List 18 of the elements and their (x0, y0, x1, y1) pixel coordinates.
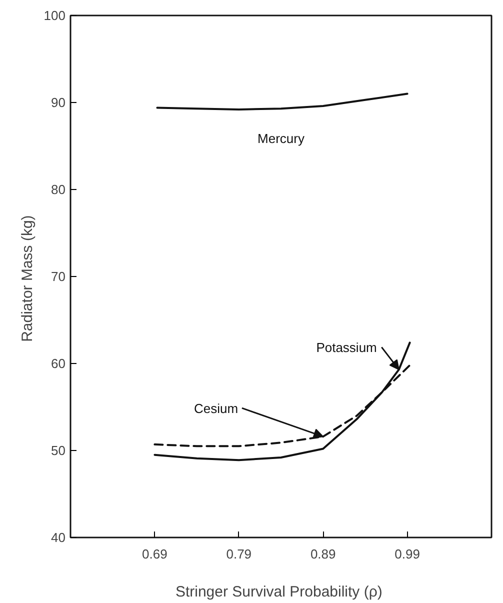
line-series (154, 342, 411, 462)
x-tick-label: 0.99 (394, 546, 420, 562)
x-tick-label: 0.79 (226, 546, 252, 562)
series-label: Mercury (258, 131, 305, 146)
text: Cesium (194, 401, 238, 416)
y-tick-label: 80 (51, 182, 66, 197)
y-tick-label: 100 (44, 8, 66, 23)
series-label: Potassium (316, 340, 377, 356)
line-series (156, 92, 408, 110)
y-tick-label: 90 (51, 95, 66, 110)
y-axis-title: Radiator Mass (kg) (18, 215, 36, 342)
y-tick-label: 40 (51, 530, 66, 545)
x-tick-label: 0.89 (310, 546, 336, 562)
y-tick-label: 60 (51, 356, 66, 371)
x-axis-title: Stringer Survival Probability (ρ) (175, 584, 382, 600)
y-tick-label: 50 (51, 443, 66, 458)
y-tick-label: 70 (51, 269, 66, 284)
x-tick-label: 0.69 (142, 546, 168, 562)
